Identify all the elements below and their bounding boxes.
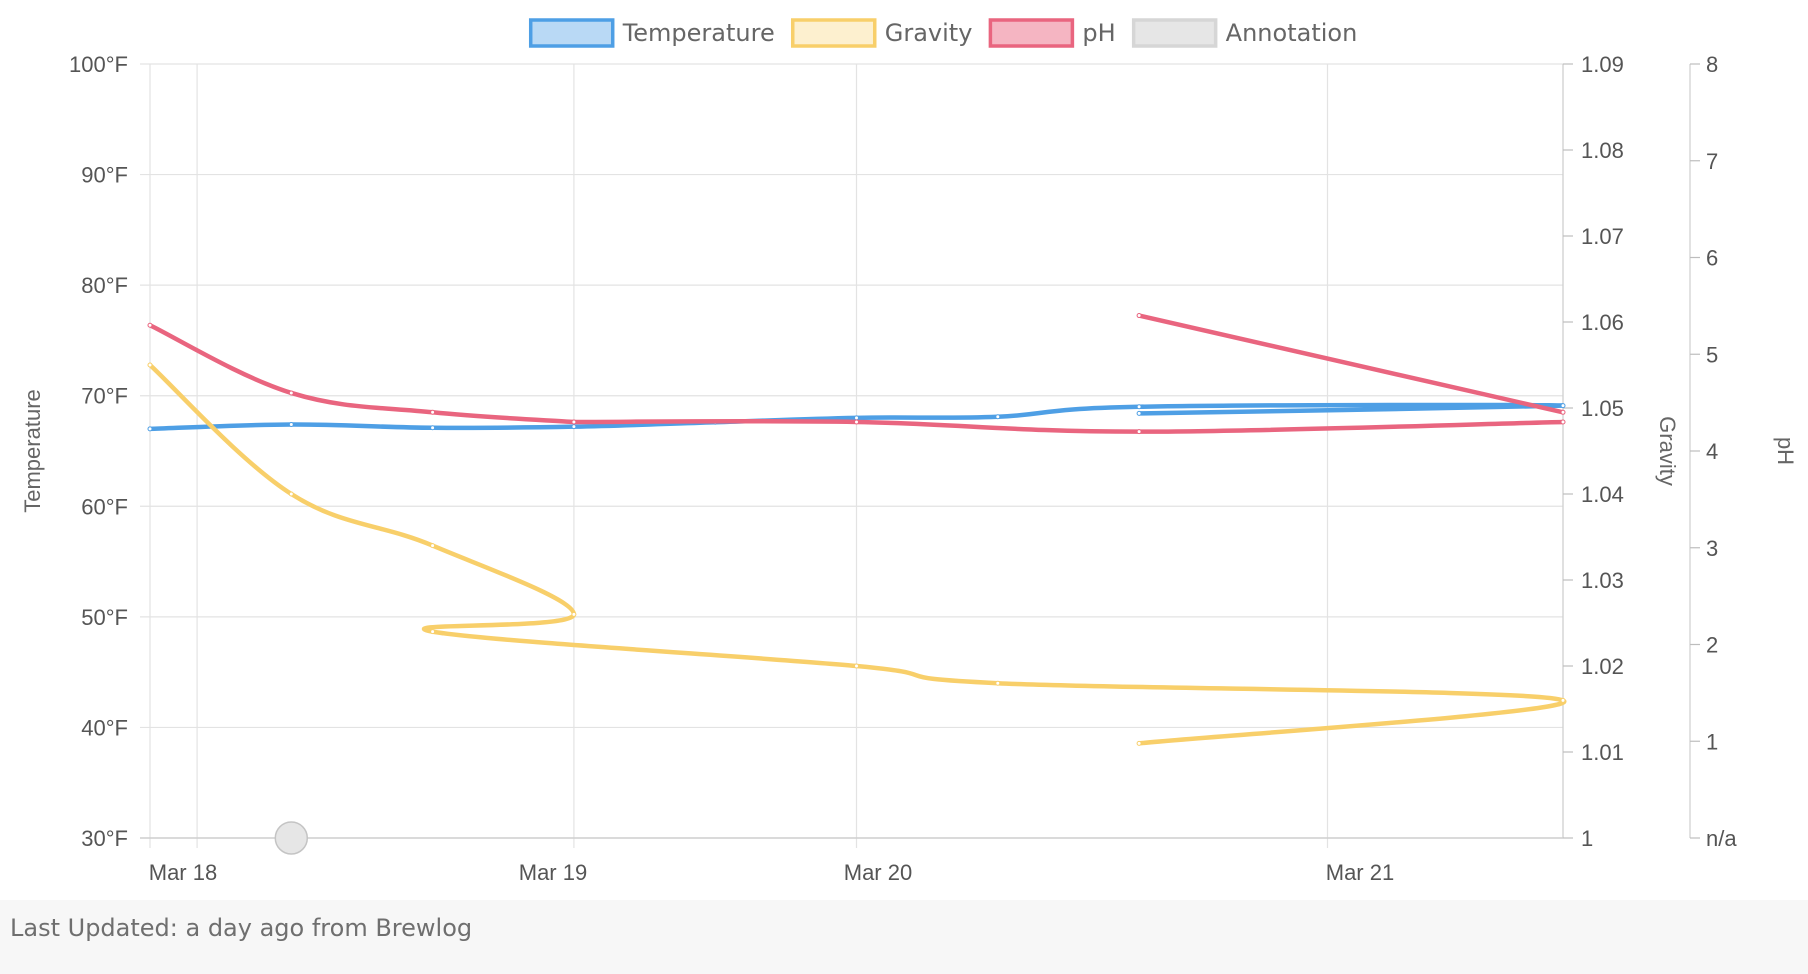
ph-tick-label: 5 [1706,342,1718,367]
x-tick-label: Mar 20 [844,860,912,885]
ph-data-point [1560,409,1566,415]
gravity-tick-label: 1.06 [1581,310,1624,335]
temp-tick-label: 50°F [81,605,128,630]
legend-swatch-annotation [1131,18,1218,48]
gravity-tick-label: 1 [1581,826,1593,851]
ph-tick-label: 8 [1706,52,1718,77]
gravity-data-point [430,629,436,635]
gravity-tick-label: 1.07 [1581,224,1624,249]
ph-tick-label: 6 [1706,246,1718,271]
gravity-tick-label: 1.01 [1581,740,1624,765]
x-tick-label: Mar 18 [149,860,217,885]
gravity-data-point [1560,697,1566,703]
temp-tick-label: 60°F [81,494,128,519]
ph-series-line [571,418,1566,434]
ph-tick-label: 4 [1706,439,1718,464]
gravity-data-point [854,663,859,669]
legend-label-ph: pH [1082,19,1115,47]
last-updated-text: Last Updated: a day ago from Brewlog [10,914,473,942]
ph-data-point [1560,419,1566,425]
ph-series-line [147,322,577,425]
gravity-tick-label: 1.04 [1581,482,1624,507]
legend-swatch-ph [988,18,1075,48]
ph-data-point [288,390,294,396]
gravity-tick-label: 1.02 [1581,654,1624,679]
gravity-axis-title: Gravity [1655,416,1680,486]
legend-label-gravity: Gravity [885,19,973,47]
legend-label-temperature: Temperature [622,19,775,47]
ph-tick-label: 3 [1706,536,1718,561]
footer: Last Updated: a day ago from Brewlog [0,900,1808,974]
gravity-data-point [430,543,436,549]
ph-data-point [1136,429,1142,435]
ph-series-line [1136,313,1566,415]
legend-swatch-temperature [528,18,615,48]
temp-tick-label: 80°F [81,273,128,298]
ph-tick-label: 7 [1706,149,1718,174]
gravity-series-line [147,362,1567,746]
gravity-tick-label: 1.08 [1581,138,1624,163]
temperature-data-point [1136,404,1142,410]
ph-data-point [1136,313,1142,319]
gravity-tick-label: 1.05 [1581,396,1624,421]
ph-data-point [147,322,153,328]
ph-data-point [854,419,859,425]
ph-axis-title: pH [1773,437,1798,465]
temp-tick-label: 30°F [81,826,128,851]
ph-tick-label: 2 [1706,633,1718,658]
brew-chart: Mar 18 Mar 19 Mar 20 Mar 21 30°F 40°F 50°F 60°F… [20,18,1798,885]
temperature-data-point [571,424,577,430]
temperature-data-point [288,421,294,427]
gravity-tick-label: 1.03 [1581,568,1624,593]
temperature-data-point [147,426,153,432]
temp-tick-label: 40°F [81,715,128,740]
temperature-data-point [1560,403,1566,409]
temp-axis-title: Temperature [20,389,45,513]
temperature-data-point [995,414,1001,420]
ph-data-point [430,409,436,415]
gravity-data-point [147,362,153,368]
legend-swatch-gravity [790,18,877,48]
gravity-data-point [995,680,1001,686]
ph-tick-label: 1 [1706,729,1718,754]
chart-svg: Mar 18 Mar 19 Mar 20 Mar 21 30°F 40°F 50°F 60°F… [20,18,1798,885]
temp-tick-label: 90°F [81,163,128,188]
gravity-tick-label: 1.09 [1581,52,1624,77]
gravity-data-point [1136,740,1142,746]
x-tick-label: Mar 21 [1326,860,1394,885]
temperature-data-point [430,425,436,431]
legend-label-annotation: Annotation [1226,19,1358,47]
temp-tick-label: 100°F [69,52,128,77]
temp-tick-label: 70°F [81,384,128,409]
ph-data-point [571,419,577,425]
gravity-data-point [288,491,294,497]
annotation-marker [274,821,309,855]
temperature-data-point [1136,410,1142,416]
ph-tick-label: n/a [1706,826,1737,851]
temperature-data-point [854,415,859,421]
gravity-data-point [571,611,577,617]
x-tick-label: Mar 19 [519,860,587,885]
